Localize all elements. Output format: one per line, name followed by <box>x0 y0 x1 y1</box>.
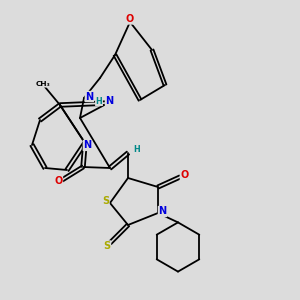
Text: S: S <box>102 196 109 206</box>
Text: O: O <box>126 14 134 24</box>
Text: N: N <box>105 96 114 106</box>
Text: O: O <box>54 176 62 187</box>
Text: O: O <box>180 170 189 181</box>
Text: N: N <box>83 140 92 150</box>
Text: N: N <box>85 92 94 101</box>
Text: CH₃: CH₃ <box>36 81 51 87</box>
Text: H: H <box>133 145 140 154</box>
Text: H: H <box>96 97 102 106</box>
Text: S: S <box>103 241 111 251</box>
Text: N: N <box>158 206 166 217</box>
